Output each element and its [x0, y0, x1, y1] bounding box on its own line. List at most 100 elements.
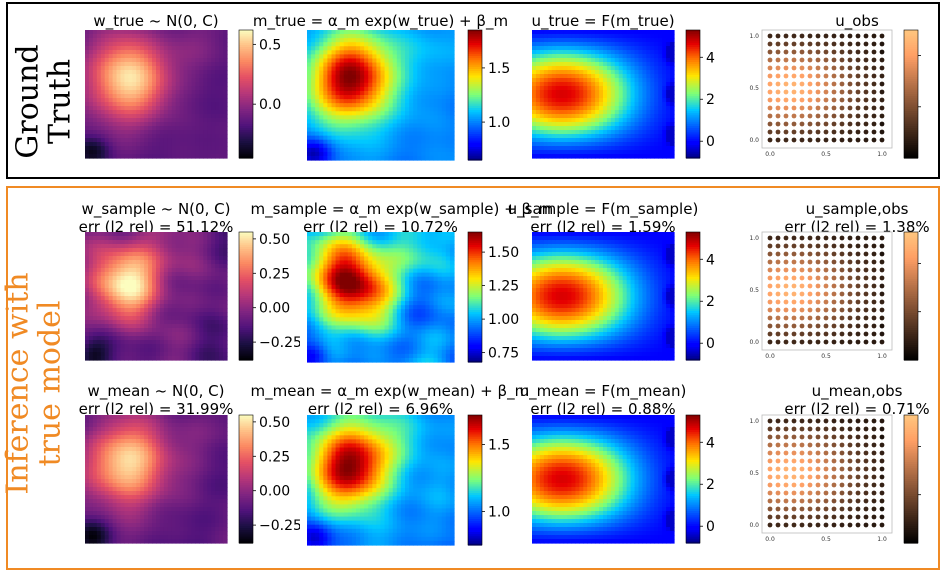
scatter-point: [807, 291, 813, 297]
colorbar-w_sample: 0.50 0.25 0.00 −0.25: [238, 231, 302, 361]
scatter-point: [855, 426, 861, 432]
scatter-point: [767, 522, 773, 528]
scatter-point: [855, 482, 861, 488]
scatter-point: [767, 33, 773, 39]
scatter-point: [871, 434, 877, 440]
scatter-point: [791, 299, 797, 305]
scatter-point: [831, 418, 837, 424]
scatter-point: [775, 275, 781, 281]
scatter-point: [879, 482, 885, 488]
scatter-point: [823, 498, 829, 504]
scatter-point: [791, 506, 797, 512]
scatter-point: [879, 65, 885, 71]
scatter-point: [823, 283, 829, 289]
scatter-point: [791, 490, 797, 496]
scatter-point: [831, 121, 837, 127]
scatter-point: [823, 458, 829, 464]
panel-u_mean_obs: 0.0 0.5 1.0 1.0 0.5 0.0 42: [749, 414, 933, 544]
scatter-point: [767, 41, 773, 47]
scatter-point: [847, 307, 853, 313]
scatter-point: [839, 482, 845, 488]
scatter-point: [847, 275, 853, 281]
scatter-point: [879, 89, 885, 95]
scatter-point: [783, 498, 789, 504]
scatter-point: [831, 498, 837, 504]
scatter-point: [807, 235, 813, 241]
panel-wrap-u_mean: 4 2 0: [532, 413, 747, 549]
scatter-point: [823, 426, 829, 432]
scatter-point: [839, 331, 845, 337]
scatter-point: [879, 49, 885, 55]
scatter-point: [807, 498, 813, 504]
scatter-point: [863, 65, 869, 71]
scatter-point: [815, 89, 821, 95]
scatter-point: [823, 315, 829, 321]
scatter-point: [807, 121, 813, 127]
scatter-point: [863, 105, 869, 111]
colorbar-tick-label: 0.25: [259, 266, 290, 282]
scatter-point: [815, 113, 821, 119]
scatter-point: [823, 323, 829, 329]
scatter-point: [799, 291, 805, 297]
panel-wrap-w_mean: 0.50 0.25 0.00 −0.25: [85, 413, 302, 549]
scatter-point: [815, 498, 821, 504]
scatter-point: [775, 442, 781, 448]
colorbar-tick-label: 1.5: [488, 437, 510, 453]
scatter-point: [823, 275, 829, 281]
scatter-point: [815, 323, 821, 329]
panel-error-m_mean: err (l2 rel) = 6.96%: [307, 400, 454, 418]
panel-title-u_sample_obs: u_sample,obs: [805, 200, 909, 218]
scatter-point: [847, 418, 853, 424]
scatter-point: [839, 65, 845, 71]
scatter-point: [879, 137, 885, 143]
scatter-point: [823, 490, 829, 496]
inference-section: [6, 186, 940, 570]
scatter-point: [775, 97, 781, 103]
scatter-point: [807, 307, 813, 313]
scatter-points-u_mean_obs: [767, 418, 885, 528]
scatter-point: [807, 458, 813, 464]
scatter-point: [839, 315, 845, 321]
scatter-point: [815, 129, 821, 135]
scatter-point: [863, 57, 869, 63]
scatter-point: [783, 315, 789, 321]
scatter-point: [791, 259, 797, 265]
scatter-point: [767, 323, 773, 329]
scatter-point: [783, 299, 789, 305]
scatter-point: [815, 49, 821, 55]
scatter-point: [831, 97, 837, 103]
scatter-point: [775, 307, 781, 313]
scatter-point: [807, 97, 813, 103]
scatter-point: [775, 65, 781, 71]
scatter-point: [855, 418, 861, 424]
scatter-point: [871, 259, 877, 265]
scatter-point: [879, 235, 885, 241]
scatter-point: [767, 482, 773, 488]
scatter-point: [831, 57, 837, 63]
scatter-point: [879, 275, 885, 281]
scatter-point: [831, 81, 837, 87]
scatter-point: [879, 291, 885, 297]
scatter-point: [839, 323, 845, 329]
scatter-point: [831, 65, 837, 71]
scatter-point: [775, 498, 781, 504]
scatter-point: [815, 450, 821, 456]
scatter-point: [879, 339, 885, 345]
scatter-point: [823, 251, 829, 257]
x-tick-label: 0.0: [765, 536, 775, 543]
panel-wrap-u_sample_obs: 0.0 0.5 1.0 1.0 0.5 0.0 42: [732, 230, 933, 366]
scatter-point: [863, 331, 869, 337]
scatter-point: [807, 49, 813, 55]
scatter-point: [863, 97, 869, 103]
scatter-point: [839, 251, 845, 257]
scatter-point: [807, 41, 813, 47]
scatter-point: [799, 506, 805, 512]
scatter-point: [767, 97, 773, 103]
scatter-point: [847, 137, 853, 143]
scatter-point: [791, 307, 797, 313]
scatter-point: [791, 57, 797, 63]
scatter-point: [839, 97, 845, 103]
scatter-point: [775, 73, 781, 79]
scatter-point: [799, 450, 805, 456]
scatter-point: [879, 466, 885, 472]
